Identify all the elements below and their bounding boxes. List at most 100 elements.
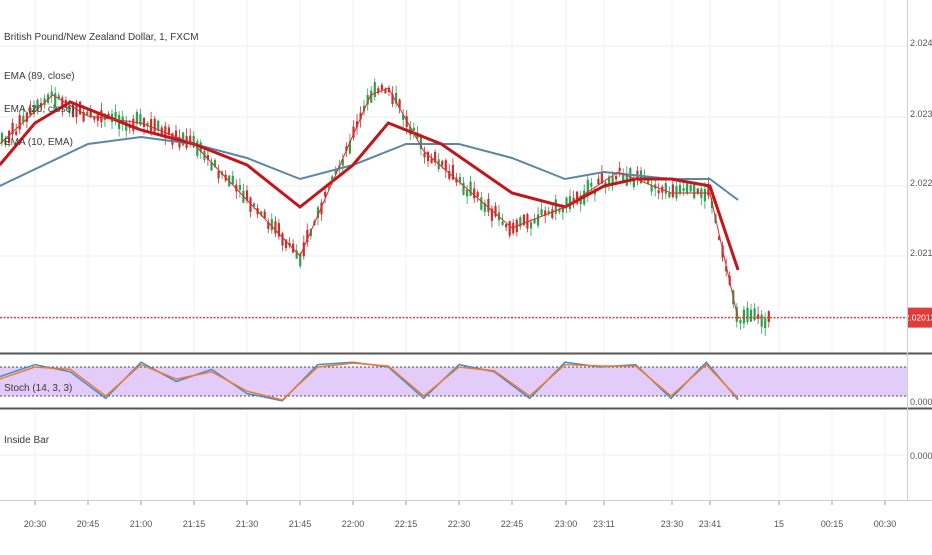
candle-body (267, 222, 270, 229)
price-tick-label: 2.02300 (910, 109, 932, 119)
time-tick-label: 20:45 (77, 519, 100, 529)
candle-body (647, 179, 650, 185)
candle-body (423, 152, 426, 158)
candle-body (384, 88, 387, 94)
candle-body (253, 203, 256, 207)
last-price-badge (907, 307, 932, 328)
candle-body (39, 103, 43, 107)
legend-ema89: EMA (89, close) (4, 71, 75, 82)
candle-body (551, 209, 554, 218)
candle-body (36, 100, 39, 111)
candle-body (533, 219, 536, 224)
price-tick-label: 2.02100 (910, 248, 932, 258)
candle-body (284, 239, 288, 248)
candle-body (281, 233, 284, 246)
candle-body (448, 171, 451, 179)
candle-body (50, 91, 53, 96)
candle-body (206, 155, 209, 160)
candle-body (359, 112, 362, 120)
candle-body (238, 185, 241, 190)
candle-body (4, 140, 7, 145)
candle-body (483, 202, 486, 212)
ema20-line (0, 100, 740, 271)
stoch-d-line (0, 362, 739, 401)
candle-body (270, 219, 273, 231)
candle-body (671, 184, 674, 197)
candle-body (277, 223, 280, 237)
candle-body (75, 105, 78, 117)
candle-body (462, 182, 465, 195)
candle-body (600, 172, 603, 184)
candle-body (320, 202, 323, 215)
candle-body (466, 190, 469, 197)
candle-body (299, 253, 302, 267)
candle-body (565, 197, 568, 206)
candle-body (189, 135, 192, 143)
candle-body (707, 184, 710, 196)
candle-body (568, 196, 572, 209)
candle-body (753, 308, 756, 321)
candle-body (455, 178, 458, 183)
candle-body (757, 314, 760, 319)
candle-body (196, 141, 199, 156)
candle-body (316, 207, 320, 218)
time-tick-label: 23:30 (661, 519, 684, 529)
time-tick-label: 23:11 (593, 519, 615, 529)
time-tick-label: 23:00 (555, 519, 578, 529)
candle-body (377, 88, 380, 93)
price-tick-label: 2.02200 (910, 178, 932, 188)
candle-body (370, 90, 373, 103)
candle-body (8, 130, 11, 144)
candle-body (725, 266, 728, 272)
candle-body (306, 229, 309, 243)
candle-body (703, 189, 706, 202)
candle-body (86, 111, 89, 116)
candle-body (324, 191, 327, 197)
candle-body (664, 183, 667, 194)
candle-body (749, 309, 753, 322)
candle-body (182, 132, 185, 146)
candle-body (508, 221, 511, 236)
candle-body (79, 101, 82, 115)
candle-body (331, 176, 334, 180)
candle-body (380, 84, 383, 90)
candle-body (274, 221, 277, 234)
candle-body (561, 208, 564, 213)
candle-body (309, 229, 312, 237)
candle-body (114, 111, 117, 120)
time-tick-label: 15 (774, 519, 784, 529)
candle-body (501, 221, 504, 225)
candle-body (572, 197, 575, 204)
candle-body (650, 185, 653, 192)
candle-body (398, 99, 401, 109)
candle-body (132, 118, 135, 131)
candle-body (139, 114, 142, 125)
ema10-line (0, 87, 739, 320)
time-tick-label: 21:30 (236, 519, 259, 529)
candle-body (526, 214, 529, 229)
candle-body (355, 121, 359, 128)
candle-body (32, 105, 36, 114)
grid (0, 0, 907, 505)
candle-body (505, 224, 508, 228)
candle-body (82, 112, 85, 122)
candle-body (554, 199, 557, 214)
candle-body (395, 92, 398, 104)
ema89-line (0, 135, 739, 201)
candle-body (434, 151, 437, 163)
candle-body (153, 118, 156, 132)
candle-body (678, 184, 682, 194)
candle-body (25, 112, 28, 122)
time-tick-label: 22:15 (395, 519, 418, 529)
stoch-legend: Stoch (14, 3, 3) (4, 383, 72, 394)
candle-body (348, 140, 351, 154)
candle-body (125, 121, 128, 131)
candle-body (590, 182, 593, 187)
candle-body (529, 222, 533, 229)
candle-body (490, 208, 493, 221)
candle-body (544, 210, 547, 216)
candle-body (412, 127, 415, 131)
